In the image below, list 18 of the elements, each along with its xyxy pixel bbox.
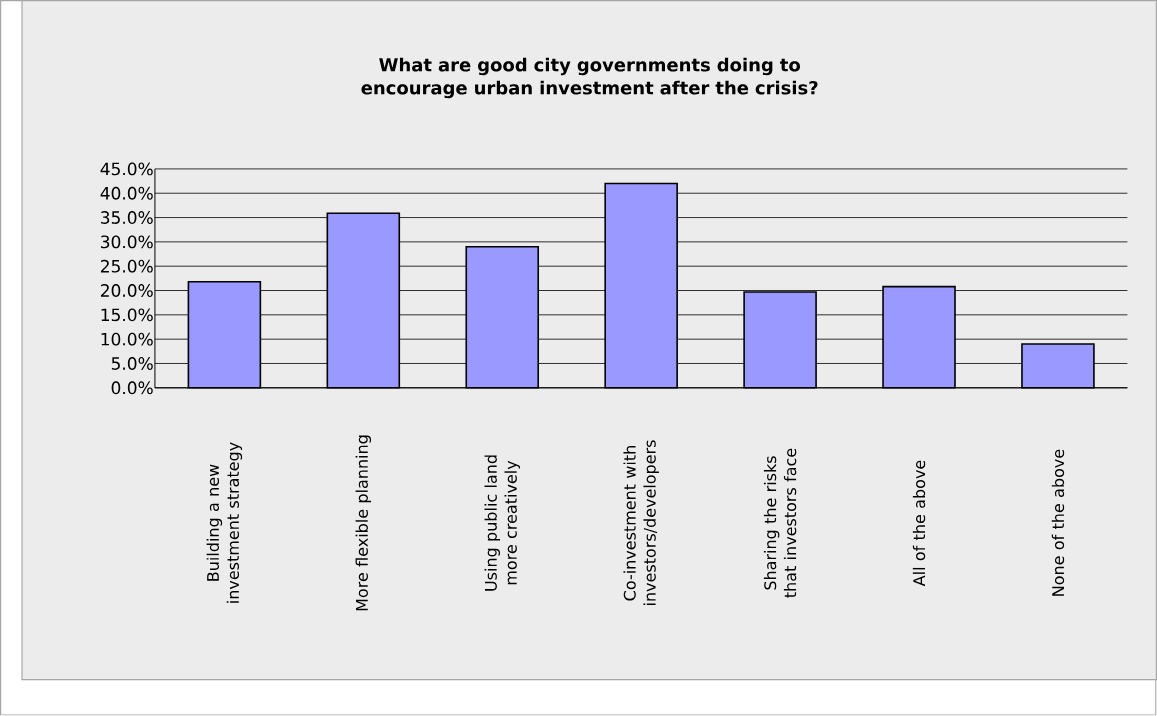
x-tick-label: Co-investment with investors/developers bbox=[623, 440, 659, 606]
x-tick-label: More flexible planning bbox=[355, 435, 372, 611]
y-tick-label: 35.0% bbox=[101, 211, 153, 225]
y-tick-label: 5.0% bbox=[111, 357, 153, 371]
y-tick-label: 25.0% bbox=[100, 259, 153, 273]
y-tick-label: 45.0% bbox=[100, 162, 153, 176]
y-tick-label: 30.0% bbox=[101, 235, 153, 249]
x-tick-label: None of the above bbox=[1051, 449, 1065, 596]
y-tick-label: 15.0% bbox=[101, 308, 153, 322]
y-tick-label: 0.0% bbox=[111, 381, 153, 395]
x-tick-label: All of the above bbox=[912, 460, 926, 587]
chart-title: What are good city governments doing to encourage urban investment after the crisis? bbox=[361, 57, 818, 99]
x-tick-label: Sharing the risks that investors face bbox=[763, 448, 797, 598]
y-tick-label: 20.0% bbox=[100, 284, 153, 298]
x-tick-label: Building a new investment strategy bbox=[206, 442, 243, 603]
y-tick-label: 40.0% bbox=[100, 186, 153, 200]
y-tick-label: 10.0% bbox=[101, 332, 153, 346]
x-tick-label: Using public land more creatively bbox=[484, 455, 520, 591]
